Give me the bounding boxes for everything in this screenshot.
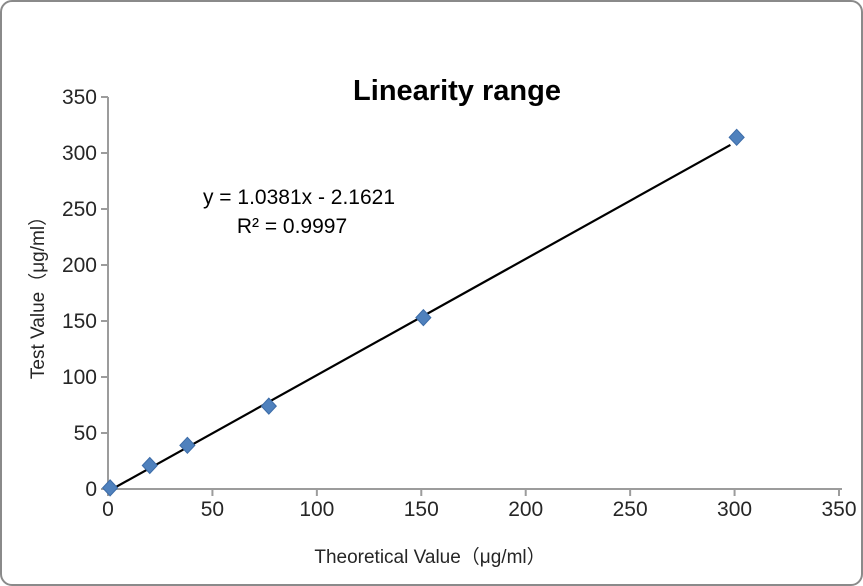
y-tick-label: 50 <box>74 422 97 445</box>
x-axis-title: Theoretical Value（μg/ml） <box>314 546 545 568</box>
x-tick-label: 250 <box>613 498 648 521</box>
data-point-marker <box>101 479 119 497</box>
y-tick-label: 350 <box>62 86 97 109</box>
data-point-marker <box>260 397 278 415</box>
data-point-marker <box>141 456 158 475</box>
y-tick-label: 150 <box>62 310 97 333</box>
x-tick-label: 200 <box>508 498 543 521</box>
x-tick-label: 0 <box>102 498 114 521</box>
x-tick-label: 100 <box>299 498 334 521</box>
data-point-marker <box>415 308 432 327</box>
data-point-marker <box>728 128 745 147</box>
trendline-equation: y = 1.0381x - 2.1621 <box>203 186 395 209</box>
chart-title: Linearity range <box>353 75 561 107</box>
y-tick-label: 200 <box>62 254 97 277</box>
x-tick-label: 300 <box>717 498 752 521</box>
x-tick-label: 50 <box>201 498 224 521</box>
y-tick-label: 300 <box>62 142 97 165</box>
y-tick-label: 100 <box>62 366 97 389</box>
y-tick-label: 0 <box>85 478 97 501</box>
data-point-marker <box>179 436 196 455</box>
r-squared-label: R² = 0.9997 <box>237 215 347 238</box>
y-axis-title: Test Value（μg/ml） <box>27 207 49 379</box>
x-tick-label: 350 <box>821 498 856 521</box>
plot-area: 0 50 100 150 200 250 300 350 0 50 100 150 200 250 300 3… <box>62 86 857 521</box>
x-tick-label: 150 <box>404 498 439 521</box>
y-tick-label: 250 <box>62 198 97 221</box>
